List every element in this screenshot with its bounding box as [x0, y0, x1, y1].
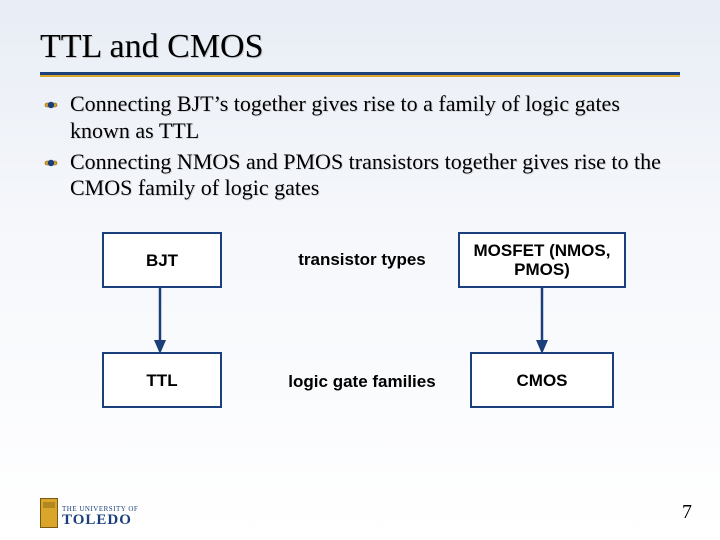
- arrow-icon: [150, 288, 170, 354]
- title-rule: [40, 72, 680, 77]
- bullet-list: Connecting BJT’s together gives rise to …: [40, 91, 680, 202]
- bullet-text: Connecting NMOS and PMOS transistors tog…: [70, 149, 680, 203]
- logo-text: THE UNIVERSITY OF TOLEDO: [62, 506, 138, 528]
- box-cmos: CMOS: [470, 352, 614, 408]
- logo-tower-icon: [40, 498, 58, 528]
- box-ttl: TTL: [102, 352, 222, 408]
- bullet-icon: [44, 156, 62, 170]
- mid-label-top: transistor types: [272, 250, 452, 270]
- slide: TTL and CMOS Connecting BJT’s together g…: [0, 0, 720, 540]
- box-label: CMOS: [517, 371, 568, 391]
- box-bjt: BJT: [102, 232, 222, 288]
- diagram: BJT MOSFET (NMOS, PMOS) TTL CMOS transis…: [40, 232, 680, 462]
- mid-label-bottom: logic gate families: [272, 372, 452, 392]
- box-label: TTL: [146, 371, 177, 391]
- logo-big-text: TOLEDO: [62, 513, 138, 528]
- box-mosfet: MOSFET (NMOS, PMOS): [458, 232, 626, 288]
- bullet-text: Connecting BJT’s together gives rise to …: [70, 91, 680, 145]
- box-label: BJT: [146, 251, 178, 271]
- bullet-icon: [44, 98, 62, 112]
- university-logo: THE UNIVERSITY OF TOLEDO: [40, 498, 138, 528]
- bullet-item: Connecting BJT’s together gives rise to …: [44, 91, 680, 145]
- box-label: MOSFET (NMOS, PMOS): [466, 241, 618, 280]
- slide-title: TTL and CMOS: [40, 28, 680, 66]
- arrow-icon: [532, 288, 552, 354]
- bullet-item: Connecting NMOS and PMOS transistors tog…: [44, 149, 680, 203]
- page-number: 7: [682, 501, 692, 524]
